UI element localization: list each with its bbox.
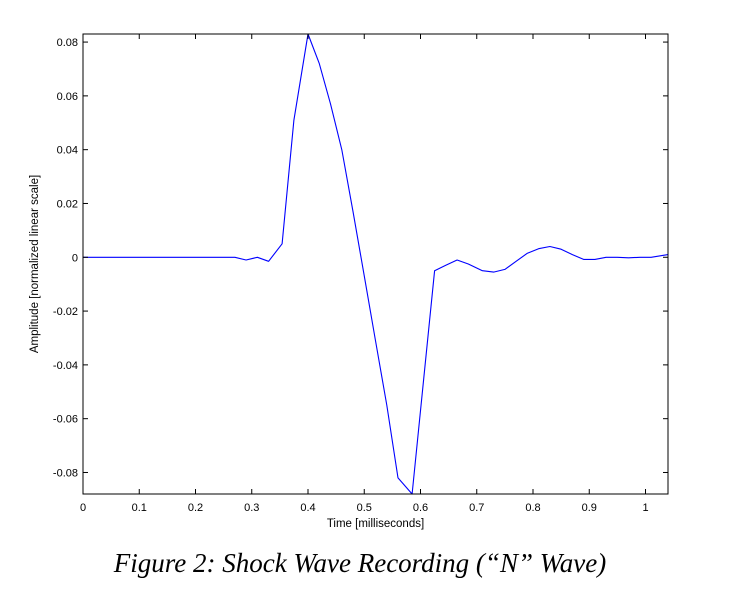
axes-box	[82, 33, 669, 495]
x-tick-label: 0.3	[244, 502, 259, 514]
chart-marks	[83, 33, 669, 495]
x-tick-label: 0.2	[188, 502, 203, 514]
y-tick-label: 0.08	[57, 37, 78, 49]
y-tick-label: -0.08	[53, 467, 78, 479]
x-axis-title: Time [milliseconds]	[327, 518, 424, 530]
x-tick-label: 0.4	[300, 502, 315, 514]
x-tick-label: 0.5	[357, 502, 372, 514]
series-line	[83, 33, 669, 495]
y-tick-label: 0.06	[57, 91, 78, 103]
figure-caption: Figure 2: Shock Wave Recording (“N” Wave…	[113, 548, 607, 578]
x-tick-label: 0.8	[525, 502, 540, 514]
y-tick-label: 0.04	[57, 145, 78, 157]
y-tick-label: -0.04	[53, 360, 78, 372]
tick-marks: 0 0.1 0.2 0.3 0.4 0.5 0.6 0.7 0.8 0.9 1 0.08 0.06 0.0…	[53, 34, 668, 514]
line-chart: 0 0.1 0.2 0.3 0.4 0.5 0.6 0.7 0.8 0.9 1 0.08 0.06 0.0…	[29, 33, 669, 530]
x-tick-label: 1	[642, 502, 648, 514]
y-tick-label: -0.02	[53, 306, 78, 318]
x-tick-label: 0.7	[469, 502, 484, 514]
y-tick-label: -0.06	[53, 414, 78, 426]
x-tick-label: 0.6	[413, 502, 428, 514]
x-tick-label: 0	[80, 502, 86, 514]
x-tick-label: 0.1	[132, 502, 147, 514]
x-tick-label: 0.9	[582, 502, 597, 514]
y-tick-label: 0	[72, 252, 78, 264]
y-tick-label: 0.02	[57, 198, 78, 210]
y-axis-title: Amplitude [normalized linear scale]	[29, 175, 41, 353]
